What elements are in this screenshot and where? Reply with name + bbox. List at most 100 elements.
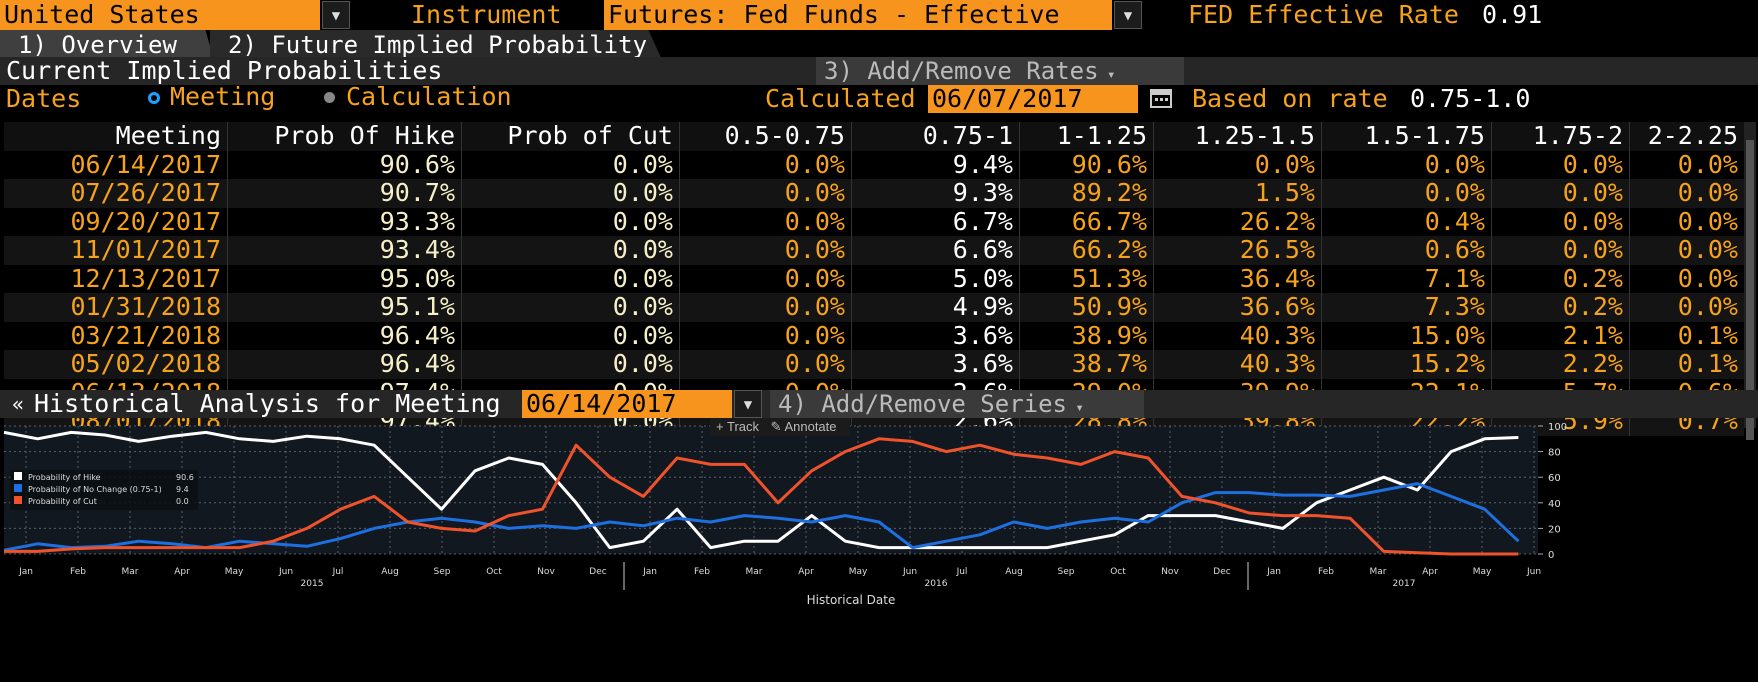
table-cell: 5.0%	[852, 264, 1020, 293]
y-tick-label: 60	[1548, 473, 1561, 484]
column-header[interactable]: 1.25-1.5	[1154, 122, 1322, 151]
radio-calculation-label[interactable]: Calculation	[346, 82, 512, 111]
column-header[interactable]: 2-2.25	[1630, 122, 1744, 151]
column-header[interactable]: 1.5-1.75	[1322, 122, 1492, 151]
table-scrollbar[interactable]	[1744, 122, 1756, 440]
meeting-date-cell: 06/14/2017	[4, 150, 228, 179]
table-cell: 0.2%	[1492, 293, 1630, 322]
table-cell: 0.0%	[1322, 150, 1492, 179]
x-tick-label: Jan	[1266, 567, 1281, 577]
plot-area	[4, 426, 1538, 554]
x-axis-label: Historical Date	[807, 593, 896, 607]
table-cell: 89.2%	[1020, 179, 1154, 208]
instrument-dropdown-button[interactable]: ▼	[1114, 1, 1142, 29]
table-cell: 2.2%	[1492, 350, 1630, 379]
scrollbar-thumb[interactable]	[1746, 140, 1754, 440]
table-cell: 0.0%	[462, 264, 680, 293]
y-tick-label: 100	[1548, 422, 1567, 433]
table-cell: 0.0%	[680, 350, 852, 379]
table-cell: 0.0%	[462, 179, 680, 208]
table-row[interactable]: 06/14/2017 90.6% 0.0% 0.0% 9.4% 90.6% 0.0% 0.0%…	[4, 150, 1744, 179]
table-row[interactable]: 12/13/2017 95.0% 0.0% 0.0% 5.0% 51.3% 36.4% 7.1…	[4, 264, 1744, 293]
pencil-icon[interactable]: ✎	[770, 419, 782, 434]
table-row[interactable]: 05/02/2018 96.4% 0.0% 0.0% 3.6% 38.7% 40.3% 15.…	[4, 350, 1744, 379]
radio-meeting[interactable]	[148, 92, 160, 104]
table-cell: 9.4%	[852, 150, 1020, 179]
instrument-select[interactable]: Futures: Fed Funds - Effective	[604, 0, 1112, 30]
x-tick-label: Jun	[278, 567, 293, 577]
table-cell: 0.0%	[462, 150, 680, 179]
meeting-date-cell: 03/21/2018	[4, 321, 228, 350]
table-cell: 36.4%	[1154, 264, 1322, 293]
meeting-date-cell: 07/26/2017	[4, 179, 228, 208]
table-row[interactable]: 09/20/2017 93.3% 0.0% 0.0% 6.7% 66.7% 26.2% 0.4…	[4, 207, 1744, 236]
table-cell: 40.3%	[1154, 321, 1322, 350]
table-cell: 0.0%	[462, 236, 680, 265]
x-tick-label: Jun	[902, 567, 917, 577]
crosshair-icon[interactable]: +	[716, 419, 724, 434]
annotate-button[interactable]: Annotate	[784, 419, 837, 434]
x-tick-label: Oct	[486, 567, 502, 577]
column-header[interactable]: Prob of Cut	[462, 122, 680, 151]
table-cell: 0.0%	[680, 264, 852, 293]
x-tick-label: May	[225, 567, 244, 577]
table-cell: 0.0%	[680, 207, 852, 236]
table-cell: 0.4%	[1322, 207, 1492, 236]
year-label: 2015	[301, 579, 324, 589]
collapse-icon[interactable]: «	[11, 392, 25, 416]
table-cell: 9.3%	[852, 179, 1020, 208]
calculated-label: Calculated	[765, 84, 916, 113]
meeting-date-cell: 12/13/2017	[4, 264, 228, 293]
table-cell: 40.3%	[1154, 350, 1322, 379]
column-header[interactable]: 1.75-2	[1492, 122, 1630, 151]
add-remove-series-button[interactable]: 4) Add/Remove Series ▾	[770, 390, 1144, 418]
table-row[interactable]: 01/31/2018 95.1% 0.0% 0.0% 4.9% 50.9% 36.6% 7.3…	[4, 293, 1744, 322]
table-row[interactable]: 11/01/2017 93.4% 0.0% 0.0% 6.6% 66.2% 26.5% 0.6…	[4, 236, 1744, 265]
track-button[interactable]: Track	[726, 419, 760, 434]
series-line	[3, 482, 1520, 552]
tab-future-implied-probability[interactable]: 2) Future Implied Probability	[210, 30, 662, 60]
historical-chart[interactable]: 0 20 40 60 80 100 Jan Feb Mar Apr May Jun Jul Aug Sep O…	[0, 418, 1758, 678]
table-cell: 93.3%	[228, 207, 462, 236]
column-header[interactable]: 1-1.25	[1020, 122, 1154, 151]
series-line	[3, 430, 1519, 550]
column-header[interactable]: 0.75-1	[852, 122, 1020, 151]
radio-calculation[interactable]	[324, 92, 335, 103]
table-cell: 0.0%	[1492, 179, 1630, 208]
column-header[interactable]: 0.5-0.75	[680, 122, 852, 151]
chevron-down-icon: ▼	[1123, 8, 1133, 24]
legend-value: 90.6	[176, 473, 194, 482]
add-remove-rates-button[interactable]: 3) Add/Remove Rates ▾	[816, 57, 1184, 85]
radio-meeting-label[interactable]: Meeting	[170, 82, 276, 111]
table-row[interactable]: 07/26/2017 90.7% 0.0% 0.0% 9.3% 89.2% 1.5% 0.0%…	[4, 179, 1744, 208]
table-cell: 0.0%	[1492, 150, 1630, 179]
meeting-date-cell: 09/20/2017	[4, 207, 228, 236]
chevron-down-icon: ▼	[743, 397, 753, 413]
table-cell: 3.6%	[852, 350, 1020, 379]
x-tick-label: May	[849, 567, 868, 577]
instrument-label: Instrument	[411, 0, 562, 29]
x-tick-label: Jul	[332, 567, 344, 577]
table-cell: 0.0%	[1677, 207, 1738, 236]
meeting-date-cell: 05/02/2018	[4, 350, 228, 379]
table-cell: 0.0%	[462, 321, 680, 350]
calculated-date-input[interactable]: 06/07/2017	[928, 85, 1138, 113]
table-row[interactable]: 03/21/2018 96.4% 0.0% 0.0% 3.6% 38.9% 40.3% 15.…	[4, 321, 1744, 350]
table-cell: 38.9%	[1020, 321, 1154, 350]
table-cell: 90.6%	[228, 150, 462, 179]
table-header-row: Meeting Prob Of Hike Prob of Cut 0.5-0.7…	[4, 122, 1744, 151]
x-tick-label: Nov	[537, 567, 555, 577]
x-tick-label: Apr	[174, 567, 190, 577]
table-cell: 0.0%	[1492, 207, 1630, 236]
table-cell: 2.1%	[1492, 321, 1630, 350]
column-header[interactable]: Prob Of Hike	[228, 122, 462, 151]
meeting-dropdown-button[interactable]: ▼	[734, 390, 762, 418]
meeting-date-select[interactable]: 06/14/2017	[522, 390, 732, 418]
fed-rate-value: 0.91	[1482, 0, 1543, 29]
column-header[interactable]: Meeting	[4, 122, 228, 151]
x-tick-label: Nov	[1161, 567, 1179, 577]
country-select[interactable]: United States	[0, 0, 320, 30]
country-dropdown-button[interactable]: ▼	[322, 1, 350, 29]
calendar-icon[interactable]	[1148, 85, 1174, 111]
tab-overview[interactable]: 1) Overview	[0, 30, 214, 60]
